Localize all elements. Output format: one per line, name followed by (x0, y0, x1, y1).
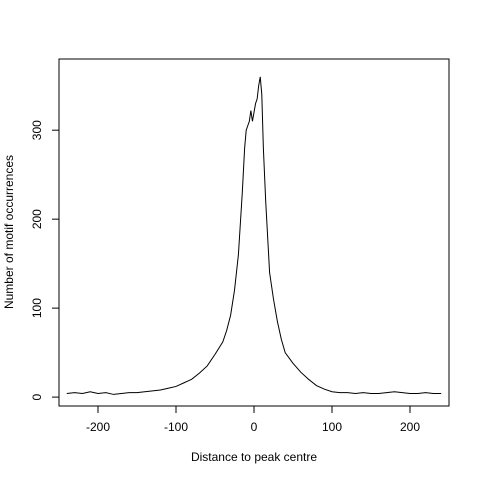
y-tick-label: 100 (30, 298, 44, 318)
y-axis: 0 100 200 300 (30, 120, 59, 400)
x-tick-label: -200 (86, 420, 110, 434)
x-axis-title: Distance to peak centre (191, 450, 317, 464)
x-tick-label: 0 (251, 420, 258, 434)
x-tick-label: -100 (164, 420, 188, 434)
y-tick-label: 200 (30, 209, 44, 229)
series-line (66, 76, 442, 395)
x-tick-label: 200 (400, 420, 420, 434)
y-axis-title: Number of motif occurrences (2, 155, 16, 309)
x-tick-label: 100 (322, 420, 342, 434)
y-tick-label: 0 (30, 393, 44, 400)
x-axis: -200 -100 0 100 200 (86, 406, 420, 434)
y-tick-label: 300 (30, 120, 44, 140)
